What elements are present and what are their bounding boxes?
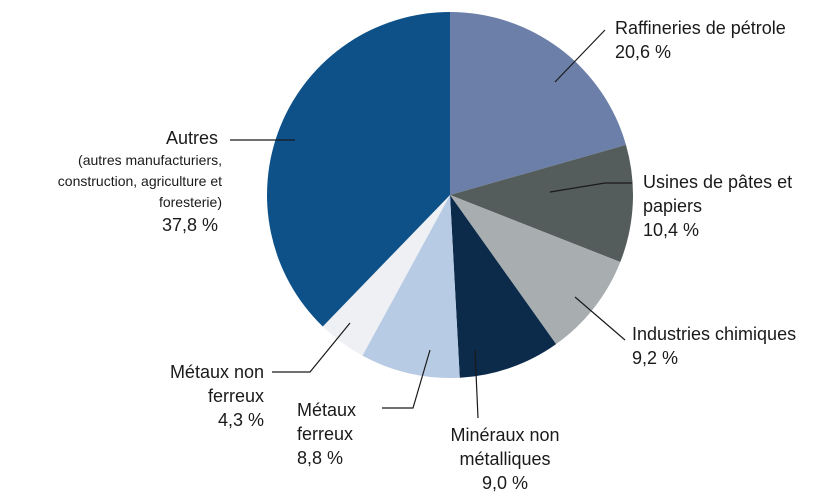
annotation: (autres manufacturiers, construction, ag… <box>57 152 222 210</box>
pie-slice <box>362 195 460 378</box>
slice-label: Minéraux non métalliques 9,0 % <box>425 423 585 495</box>
pie-slice <box>450 195 621 345</box>
value-label: 4,3 % <box>217 410 264 430</box>
leader-line <box>574 296 626 341</box>
leader-line <box>549 182 632 193</box>
pie-slice <box>322 195 450 356</box>
slice-label: Usines de pâtes et papiers 10,4 % <box>643 170 793 242</box>
category-label: Minéraux non métalliques <box>450 425 560 469</box>
pie-slice <box>267 12 450 327</box>
value-label: 9,0 % <box>481 473 529 493</box>
value-label: 37,8 % <box>161 215 218 235</box>
slice-label: Métaux ferreux 8,8 % <box>297 398 377 470</box>
pie-slice <box>450 12 626 195</box>
category-label: Autres <box>165 128 218 148</box>
slice-label: Raffineries de pétrole 20,6 % <box>615 16 835 64</box>
leader-line <box>554 29 606 83</box>
wedges <box>267 12 634 378</box>
slice-label: Autres (autres manufacturiers, construct… <box>10 126 222 237</box>
value-label: 8,8 % <box>297 448 344 468</box>
category-label: Usines de pâtes et papiers <box>643 172 793 216</box>
leader-line <box>272 322 351 373</box>
leader-line <box>474 349 479 419</box>
category-label: Métaux non ferreux <box>169 362 264 406</box>
value-label: 20,6 % <box>615 42 672 62</box>
value-label: 9,2 % <box>632 348 679 368</box>
category-label: Métaux ferreux <box>297 400 357 444</box>
category-label: Raffineries de pétrole <box>615 18 786 38</box>
leader-line <box>382 349 431 409</box>
slice-label: Industries chimiques 9,2 % <box>632 322 836 370</box>
pie-slice <box>450 195 557 378</box>
pie-slice <box>450 144 634 263</box>
value-label: 10,4 % <box>643 220 700 240</box>
slice-label: Métaux non ferreux 4,3 % <box>132 360 264 432</box>
category-label: Industries chimiques <box>632 324 797 344</box>
